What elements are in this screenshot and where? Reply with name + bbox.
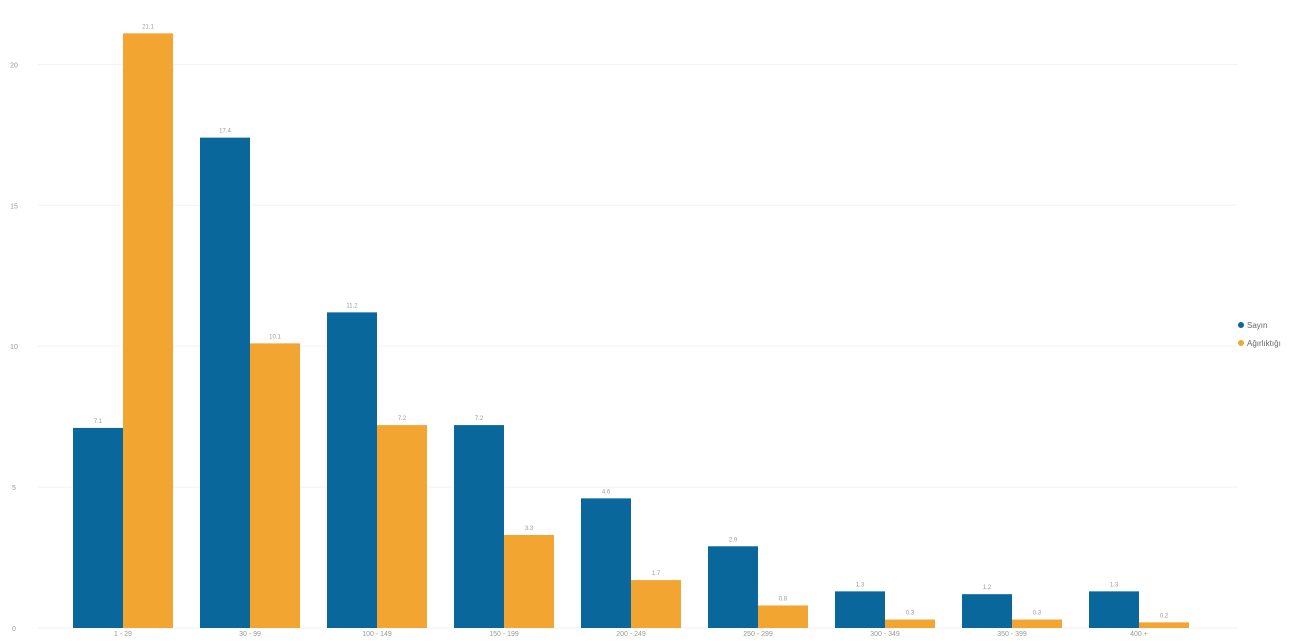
data-label: 1.2 [983, 585, 992, 591]
x-tick-label: 400 + [1130, 631, 1148, 638]
bar [200, 137, 250, 629]
x-tick-label: 100 - 149 [362, 631, 392, 638]
bar [835, 591, 885, 628]
bar [631, 580, 681, 628]
data-label: 0.8 [779, 596, 788, 602]
legend: Sayın Ağırlıktığı [1238, 316, 1281, 352]
x-tick-label: 150 - 199 [489, 631, 519, 638]
bar [1139, 622, 1189, 628]
data-label: 11.2 [346, 303, 358, 309]
data-label: 0.3 [906, 611, 915, 617]
x-tick-label: 250 - 299 [743, 631, 773, 638]
data-label: 1.3 [856, 582, 865, 588]
x-tick-label: 30 - 99 [239, 631, 261, 638]
legend-swatch-icon [1238, 322, 1244, 328]
data-label: 0.3 [1033, 611, 1042, 617]
legend-item-series-2[interactable]: Ağırlıktığı [1238, 334, 1281, 352]
bar [377, 425, 427, 628]
bar [250, 343, 300, 628]
legend-label: Sayın [1247, 320, 1268, 330]
y-tick-label: 5 [12, 485, 16, 492]
legend-swatch-icon [1238, 340, 1244, 346]
data-label: 7.1 [94, 419, 103, 425]
bar [581, 498, 631, 628]
data-label: 21.1 [142, 24, 154, 30]
y-tick-label: 20 [10, 62, 18, 69]
bar [123, 33, 173, 628]
y-tick-label: 0 [12, 626, 16, 633]
bar [708, 546, 758, 628]
bar [327, 312, 377, 628]
y-tick-label: 10 [10, 344, 18, 351]
bar [1012, 619, 1062, 628]
x-tick-label: 200 - 249 [616, 631, 646, 638]
data-label: 10.1 [269, 334, 281, 340]
data-label: 3.3 [525, 526, 534, 532]
bar [454, 425, 504, 628]
bar [1089, 591, 1139, 628]
bar [885, 619, 935, 628]
legend-item-series-1[interactable]: Sayın [1238, 316, 1281, 334]
bar [73, 427, 123, 628]
data-label: 0.2 [1160, 613, 1169, 619]
x-tick-label: 350 - 399 [997, 631, 1027, 638]
data-label: 1.7 [652, 571, 661, 577]
data-label: 17.4 [219, 129, 231, 135]
data-label: 1.3 [1110, 582, 1119, 588]
y-tick-label: 15 [10, 203, 18, 210]
bar [504, 535, 554, 628]
x-tick-label: 1 - 29 [114, 631, 132, 638]
data-label: 7.2 [398, 416, 407, 422]
data-label: 4.6 [602, 489, 611, 495]
data-label: 7.2 [475, 416, 484, 422]
legend-label: Ağırlıktığı [1247, 338, 1281, 348]
bar [962, 594, 1012, 628]
data-label: 2.9 [729, 537, 738, 543]
bar [758, 605, 808, 628]
x-tick-label: 300 - 349 [870, 631, 900, 638]
